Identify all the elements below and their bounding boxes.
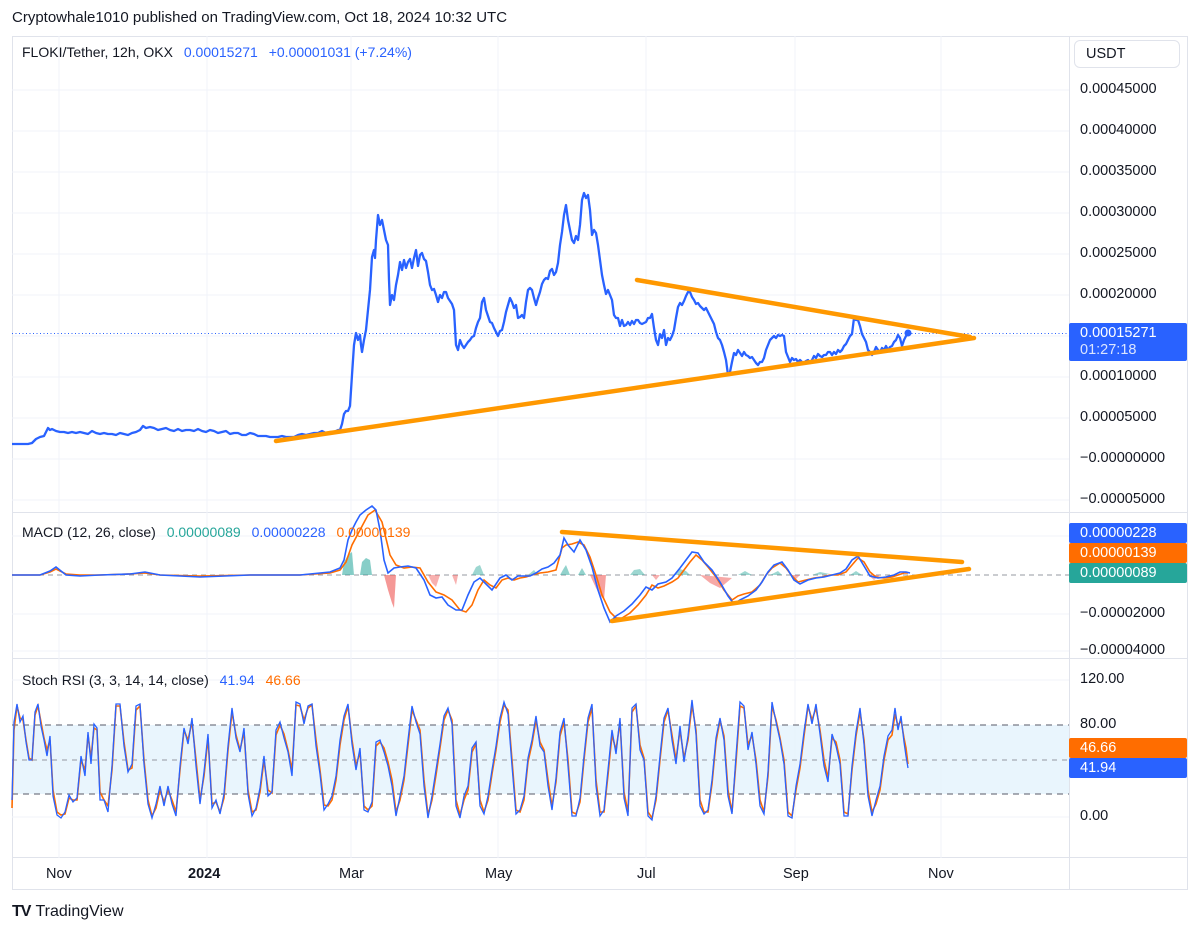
macd-value-tag: 0.00000228 [1069, 523, 1187, 543]
horizontal-grid-main [12, 89, 1069, 818]
support-trendline [273, 335, 977, 444]
time-axis-label: Mar [339, 866, 364, 882]
symbol-label: FLOKI/Tether, 12h, OKX [22, 44, 173, 60]
macd-line [12, 504, 911, 624]
stoch-axis-label: 80.00 [1080, 716, 1117, 732]
price-change-value: +0.00001031 (+7.24%) [268, 44, 412, 60]
last-price-value: 0.00015271 [183, 44, 258, 60]
stoch-d-value: 46.66 [265, 672, 301, 688]
published-by-text: Cryptowhale1010 published on TradingView… [12, 9, 508, 26]
stoch-axis-label: 0.00 [1080, 808, 1109, 824]
time-axis-label: Jul [637, 866, 656, 882]
macd-histogram [342, 552, 880, 608]
stoch-k-line [11, 699, 909, 822]
price-axis-label: 0.00045000 [1080, 81, 1157, 97]
price-axis-label: 0.00040000 [1080, 122, 1157, 138]
resistance-trendline [634, 277, 973, 340]
macd-histogram-value: 0.00000089 [166, 524, 241, 540]
price-axis-label: 0.00005000 [1080, 409, 1157, 425]
price-axis-label: 0.00010000 [1080, 368, 1157, 384]
stoch-k-value: 41.94 [219, 672, 255, 688]
macd-signal-line [12, 508, 908, 619]
time-axis-label: Nov [46, 866, 72, 882]
vertical-grid [58, 36, 942, 858]
time-axis-label: May [485, 866, 513, 882]
pane-separators [12, 36, 1188, 890]
time-axis-label: 2024 [188, 866, 221, 882]
macd-value: 0.00000228 [251, 524, 326, 540]
last-price-tag-value: 0.00015271 [1080, 325, 1157, 341]
stoch-rsi-title: Stoch RSI (3, 3, 14, 14, close) [22, 672, 209, 688]
macd-legend: MACD (12, 26, close) 0.00000089 0.000002… [22, 524, 417, 540]
main-legend: FLOKI/Tether, 12h, OKX 0.00015271 +0.000… [22, 44, 419, 60]
tradingview-logo-icon: TV [12, 903, 31, 920]
tradingview-logo[interactable]: TV TradingView [12, 903, 124, 921]
stoch-d-tag: 46.66 [1069, 738, 1187, 758]
currency-selector-button[interactable]: USDT [1074, 40, 1180, 68]
macd-lower-trendline [609, 566, 972, 624]
stoch-k-tag: 41.94 [1069, 758, 1187, 778]
macd-signal-tag: 0.00000139 [1069, 543, 1187, 563]
macd-axis-label: −0.00002000 [1080, 605, 1166, 621]
stoch-rsi-legend: Stoch RSI (3, 3, 14, 14, close) 41.94 46… [22, 672, 308, 688]
macd-signal-value: 0.00000139 [336, 524, 411, 540]
stoch-band [12, 725, 1069, 794]
price-line [12, 191, 909, 446]
price-axis-label: 0.00030000 [1080, 204, 1157, 220]
last-price-tag: 0.00015271 01:27:18 [1069, 323, 1187, 361]
macd-axis-label: −0.00004000 [1080, 642, 1166, 658]
last-price-dot [904, 329, 912, 337]
price-axis-label: 0.00035000 [1080, 163, 1157, 179]
stoch-axis-label: 120.00 [1080, 671, 1125, 687]
time-axis-label: Nov [928, 866, 954, 882]
bar-countdown: 01:27:18 [1080, 342, 1137, 358]
price-axis-label: −0.00000000 [1080, 450, 1166, 466]
macd-upper-trendline [559, 529, 965, 565]
macd-histogram-tag: 0.00000089 [1069, 563, 1187, 583]
price-axis-label: 0.00025000 [1080, 245, 1157, 261]
price-axis-label: −0.00005000 [1080, 491, 1166, 507]
price-axis-label: 0.00020000 [1080, 286, 1157, 302]
macd-title: MACD (12, 26, close) [22, 524, 156, 540]
time-axis-label: Sep [783, 866, 809, 882]
tradingview-logo-text: TradingView [35, 903, 124, 920]
